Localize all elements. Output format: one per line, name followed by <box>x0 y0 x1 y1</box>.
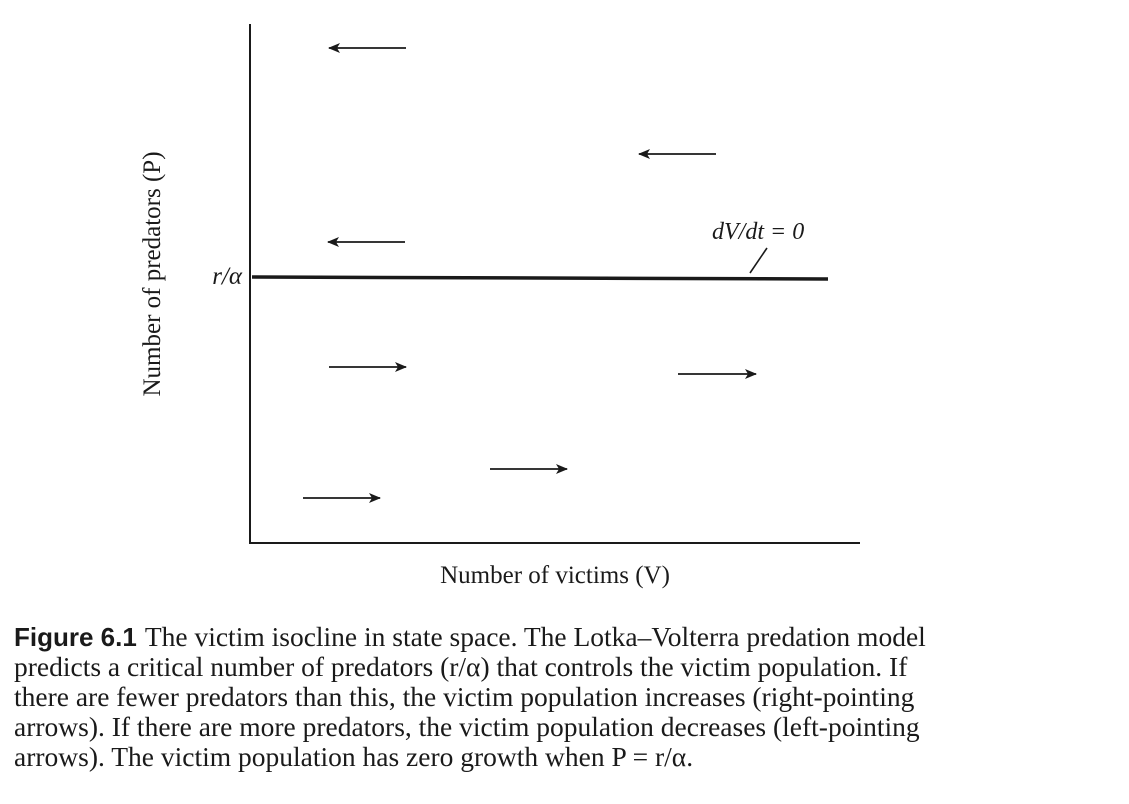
figure-label: Figure 6.1 <box>14 622 137 652</box>
caption-line-5: arrows). The victim population has zero … <box>14 741 694 772</box>
figure-caption: Figure 6.1 The victim isocline in state s… <box>14 622 1114 772</box>
caption-line-4: arrows). If there are more predators, th… <box>14 711 920 742</box>
caption-line-2: predicts a critical number of predators … <box>14 651 908 682</box>
victim-isocline-line <box>251 275 829 281</box>
y-axis-label: Number of predators (P) <box>139 151 166 396</box>
caption-text: The victim isocline in state space. The … <box>144 621 926 652</box>
caption-line-1: Figure 6.1 The victim isocline in state s… <box>14 621 1114 653</box>
isocline-label-pointer <box>749 247 768 274</box>
isocline-level-label: r/α <box>212 263 243 290</box>
direction-arrows <box>303 43 757 503</box>
caption-line-3: there are fewer predators than this, the… <box>14 681 915 712</box>
isocline-label: dV/dt = 0 <box>712 219 804 245</box>
isocline-diagram: dV/dt = 0 r/α Number of predators (P) Nu… <box>139 24 860 589</box>
x-axis-label: Number of victims (V) <box>440 562 670 589</box>
